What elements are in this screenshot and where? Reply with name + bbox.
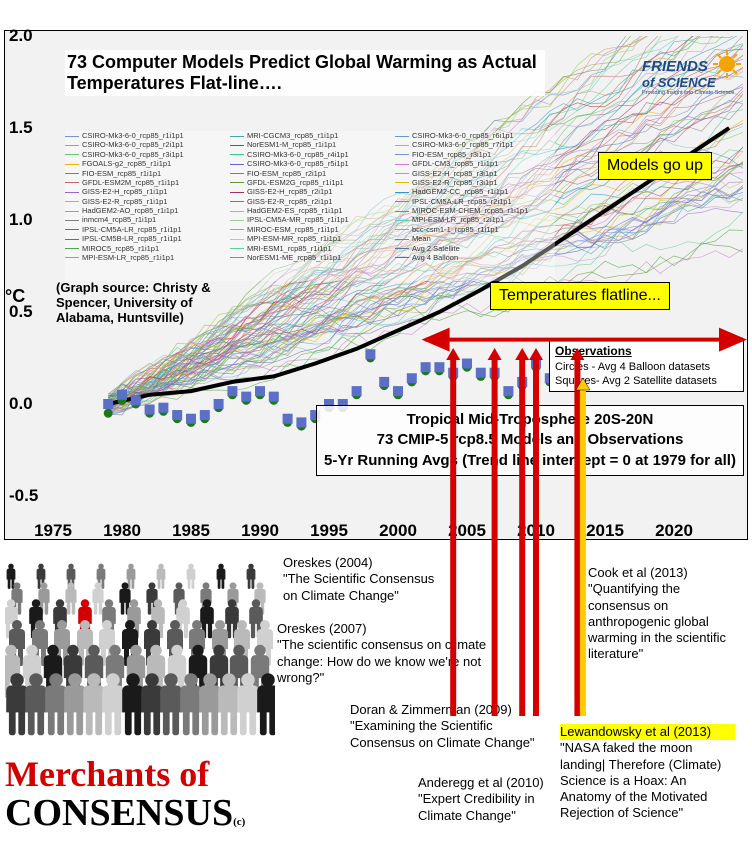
y-tick: 0.5 <box>9 302 33 322</box>
reference-author: Anderegg et al (2010) <box>418 775 568 791</box>
y-tick: -0.5 <box>9 486 38 506</box>
models-go-up-label: Models go up <box>598 152 712 180</box>
y-tick: 1.0 <box>9 210 33 230</box>
merchants-title: Merchants of CONSENSUS(c) <box>5 756 245 834</box>
reference-title: "Expert Credibility in Climate Change" <box>418 791 568 824</box>
friends-of-science-logo: FRIENDS of SCIENCE Providing Insight int… <box>642 50 746 106</box>
logo-line1: FRIENDS <box>642 58 734 75</box>
logo-line2: of SCIENCE <box>642 75 734 90</box>
logo-tagline: Providing Insight into Climate Science <box>642 90 734 96</box>
reference: Anderegg et al (2010)"Expert Credibility… <box>418 775 568 824</box>
y-tick: 2.0 <box>9 26 33 46</box>
plot-area <box>53 36 743 526</box>
y-tick: 0.0 <box>9 394 33 414</box>
annotation-arrows <box>53 36 743 756</box>
merchants-line2: CONSENSUS <box>5 792 233 834</box>
copyright: (c) <box>233 816 245 828</box>
flatline-label: Temperatures flatline... <box>490 282 670 310</box>
y-tick: 1.5 <box>9 118 33 138</box>
merchants-line1: Merchants of <box>5 756 245 794</box>
